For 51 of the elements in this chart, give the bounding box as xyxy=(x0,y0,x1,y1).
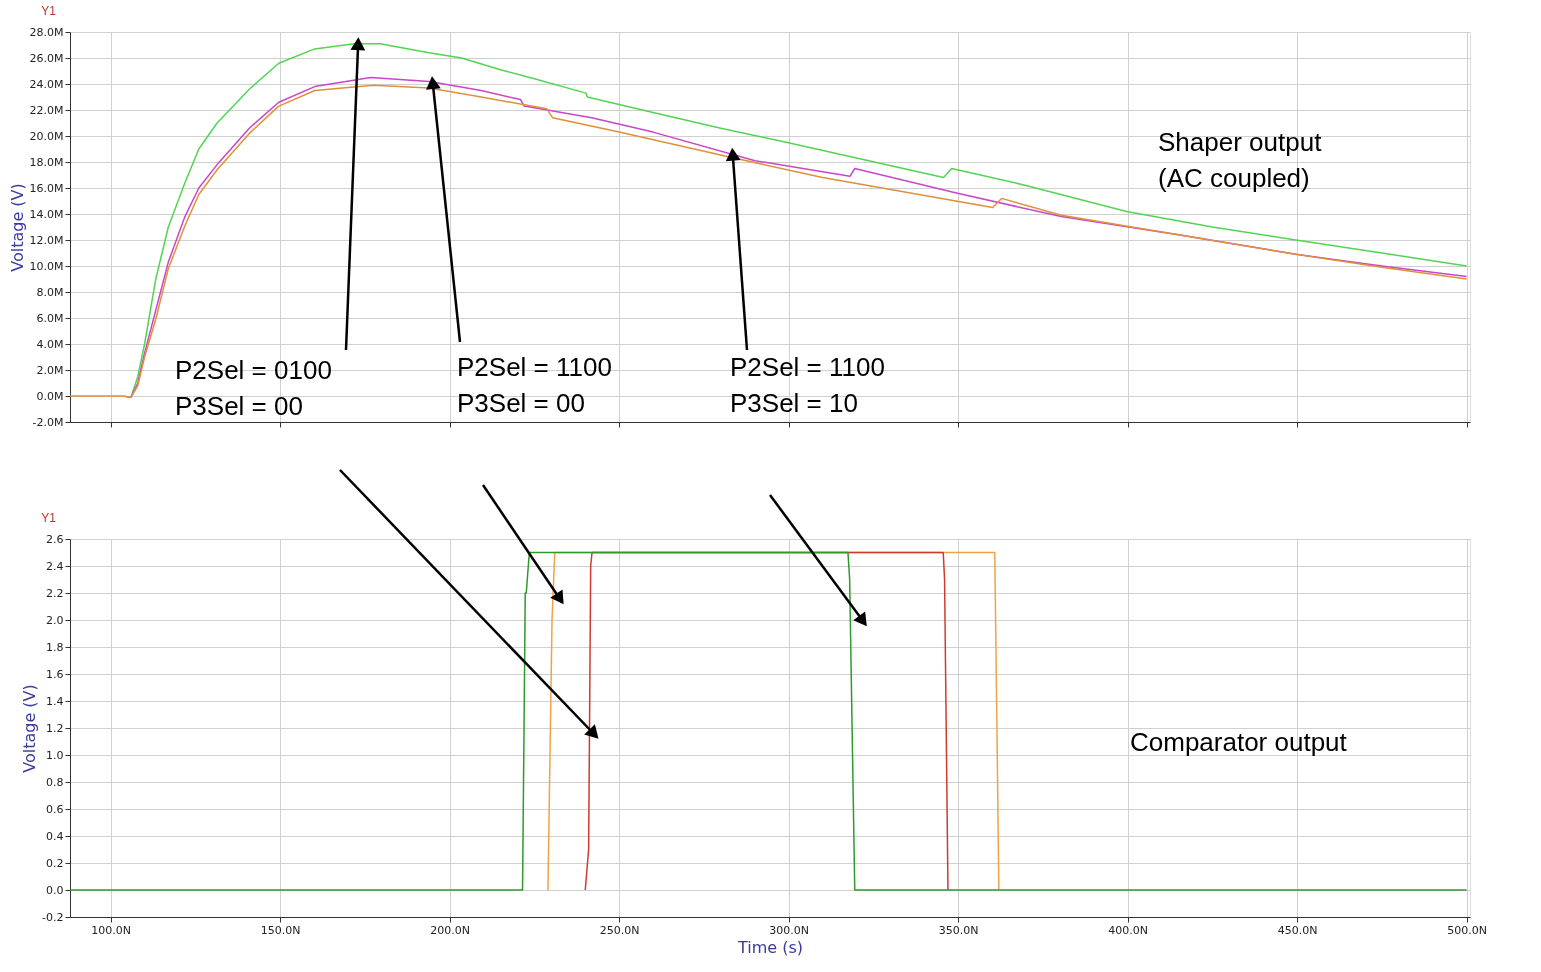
y-tick-label: 28.0M xyxy=(29,25,64,39)
y-axis-title: Voltage (V) xyxy=(20,684,40,773)
y-tick-label: 2.6 xyxy=(46,532,64,546)
y-tick-label: 6.0M xyxy=(36,311,64,325)
y-axis-title: Voltage (V) xyxy=(7,183,27,272)
x-tick-label: 300.0N xyxy=(769,923,810,937)
y-tick-label: 26.0M xyxy=(29,51,64,65)
text: Y1 xyxy=(41,4,57,18)
y-tick-label: 4.0M xyxy=(36,337,64,351)
y-tick-label: 1.6 xyxy=(46,667,64,681)
x-axis-title: Time (s) xyxy=(736,937,804,957)
x-tick-label: 200.0N xyxy=(430,923,471,937)
x-tick-label: 350.0N xyxy=(938,923,979,937)
x-tick-label: 250.0N xyxy=(599,923,640,937)
y-tick-label: 0.4 xyxy=(46,829,64,843)
annotation: P2Sel = 0100 P3Sel = 00 xyxy=(175,355,332,421)
y-tick-label: 14.0M xyxy=(29,207,64,221)
y-tick-label: -0.2 xyxy=(42,910,64,924)
y-tick-label: 0.8 xyxy=(46,775,64,789)
text: Y1 xyxy=(41,511,57,525)
y-tick-label: 2.0 xyxy=(46,613,64,627)
y-tick-label: 0.6 xyxy=(46,802,64,816)
y-tick-label: 22.0M xyxy=(29,103,64,117)
y-tick-label: 0.0 xyxy=(46,883,64,897)
x-tick-label: 100.0N xyxy=(91,923,132,937)
annotation: Comparator output xyxy=(1130,727,1348,757)
y-tick-label: 18.0M xyxy=(29,155,64,169)
y-tick-label: 2.0M xyxy=(36,363,64,377)
y-tick-label: 24.0M xyxy=(29,77,64,91)
y-tick-label: 0.2 xyxy=(46,856,64,870)
line-series xyxy=(70,551,1468,891)
annotation: Shaper output (AC coupled) xyxy=(1158,127,1323,193)
y-tick-label: 1.8 xyxy=(46,640,64,654)
y-tick-label: 20.0M xyxy=(29,129,64,143)
y-tick-label: 16.0M xyxy=(29,181,64,195)
y-tick-label: 1.0 xyxy=(46,748,64,762)
y-tick-label: 2.2 xyxy=(46,586,64,600)
x-tick-label: 500.0N xyxy=(1447,923,1487,937)
y-tick-label: 1.2 xyxy=(46,721,64,735)
x-tick-label: 150.0N xyxy=(260,923,301,937)
y-tick-label: 1.4 xyxy=(46,694,64,708)
x-tick-label: 400.0N xyxy=(1108,923,1148,937)
y-tick-label: 2.4 xyxy=(46,559,64,573)
y-tick-label: 8.0M xyxy=(36,285,64,299)
annotation: P2Sel = 1100 P3Sel = 10 xyxy=(730,352,885,418)
y-tick-label: 12.0M xyxy=(29,233,64,247)
y-tick-label: 10.0M xyxy=(29,259,64,273)
x-tick-label: 450.0N xyxy=(1277,923,1318,937)
y-tick-label: -2.0M xyxy=(32,415,64,429)
annotation: P2Sel = 1100 P3Sel = 00 xyxy=(457,352,612,418)
y-tick-label: 0.0M xyxy=(36,389,64,403)
